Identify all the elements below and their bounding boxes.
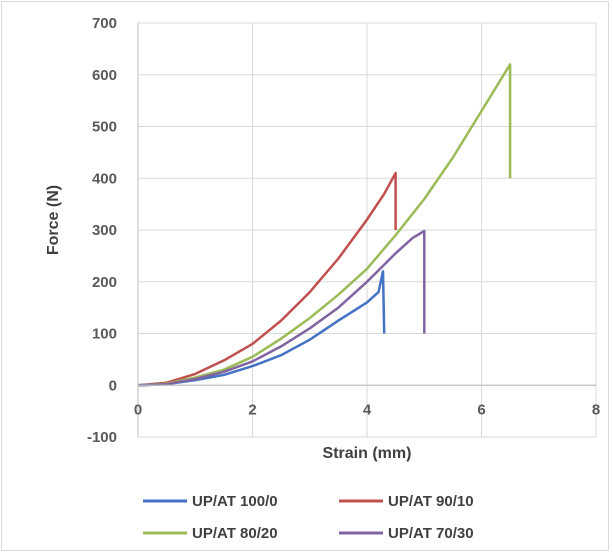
series-line-up-at-80-20 (137, 63, 512, 387)
y-tick-label: 600 (92, 67, 117, 84)
y-tick-label: 500 (92, 119, 117, 136)
series-line-up-at-70-30 (137, 229, 426, 387)
y-axis-title: Force (N) (45, 185, 62, 255)
y-tick-labels: -100 0 100 200 300 400 500 600 700 (87, 15, 117, 446)
legend-label-up-at-70-30: UP/AT 70/30 (388, 525, 474, 542)
series-line-up-at-90-10 (137, 171, 397, 387)
axes (137, 23, 596, 437)
x-tick-label: 8 (592, 401, 600, 418)
x-tick-label: 6 (477, 401, 485, 418)
legend: UP/AT 100/0 UP/AT 90/10 UP/AT 80/20 UP/AT 7… (143, 493, 474, 542)
y-tick-label: -100 (87, 429, 117, 446)
x-axis-title: Strain (mm) (323, 445, 412, 462)
y-tick-label: 300 (92, 222, 117, 239)
y-tick-label: 0 (109, 377, 117, 394)
series-line-up-at-100-0 (137, 270, 386, 387)
legend-label-up-at-90-10: UP/AT 90/10 (388, 493, 474, 510)
x-tick-label: 0 (134, 401, 142, 418)
y-tick-label: 200 (92, 274, 117, 291)
y-tick-label: 100 (92, 326, 117, 343)
x-tick-label: 4 (363, 401, 372, 418)
y-tick-label: 400 (92, 170, 117, 187)
y-tick-label: 700 (92, 15, 117, 32)
x-tick-labels: 0 2 4 6 8 (134, 401, 600, 418)
gridlines (138, 22, 597, 438)
series-lines (137, 63, 512, 387)
legend-label-up-at-80-20: UP/AT 80/20 (192, 525, 278, 542)
x-tick-label: 2 (248, 401, 256, 418)
legend-label-up-at-100-0: UP/AT 100/0 (192, 493, 278, 510)
